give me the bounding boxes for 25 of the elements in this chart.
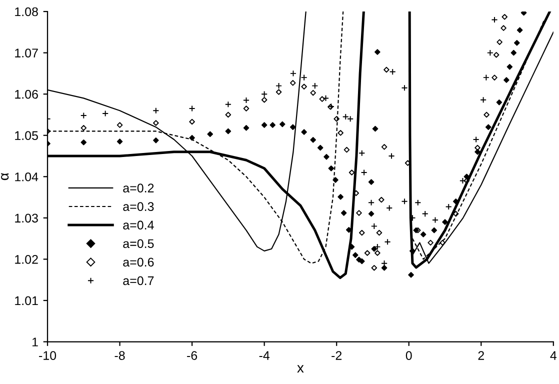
y-tick-label: 1.07 <box>15 48 38 58</box>
x-tick-label: 2 <box>478 351 484 360</box>
legend-label: a=0.4 <box>123 220 154 230</box>
x-tick-label: 0 <box>406 351 412 360</box>
legend-label: a=0.6 <box>123 258 154 267</box>
x-tick-label: -10 <box>39 351 56 360</box>
y-tick-label: 1.06 <box>15 90 38 99</box>
y-tick-label: 1.01 <box>15 296 38 306</box>
y-tick-label: 1 <box>32 338 38 346</box>
legend-label: a=0.2 <box>123 184 154 192</box>
x-tick-label: -8 <box>114 351 125 360</box>
legend-label: a=0.5 <box>123 239 154 248</box>
x-tick-label: 4 <box>550 351 557 360</box>
x-tick-label: -6 <box>187 351 198 360</box>
y-tick-label: 1.05 <box>15 131 38 140</box>
x-tick-label: -4 <box>259 351 270 360</box>
legend-label: a=0.7 <box>123 276 154 286</box>
x-axis-title: x <box>297 365 304 373</box>
y-tick-label: 1.08 <box>15 7 38 16</box>
y-tick-label: 1.04 <box>15 172 38 182</box>
x-tick-label: -2 <box>332 351 342 360</box>
y-tick-label: 1.02 <box>15 255 38 264</box>
y-axis-title: α <box>1 173 9 180</box>
legend-label: a=0.3 <box>123 202 154 211</box>
y-tick-label: 1.03 <box>15 214 38 223</box>
